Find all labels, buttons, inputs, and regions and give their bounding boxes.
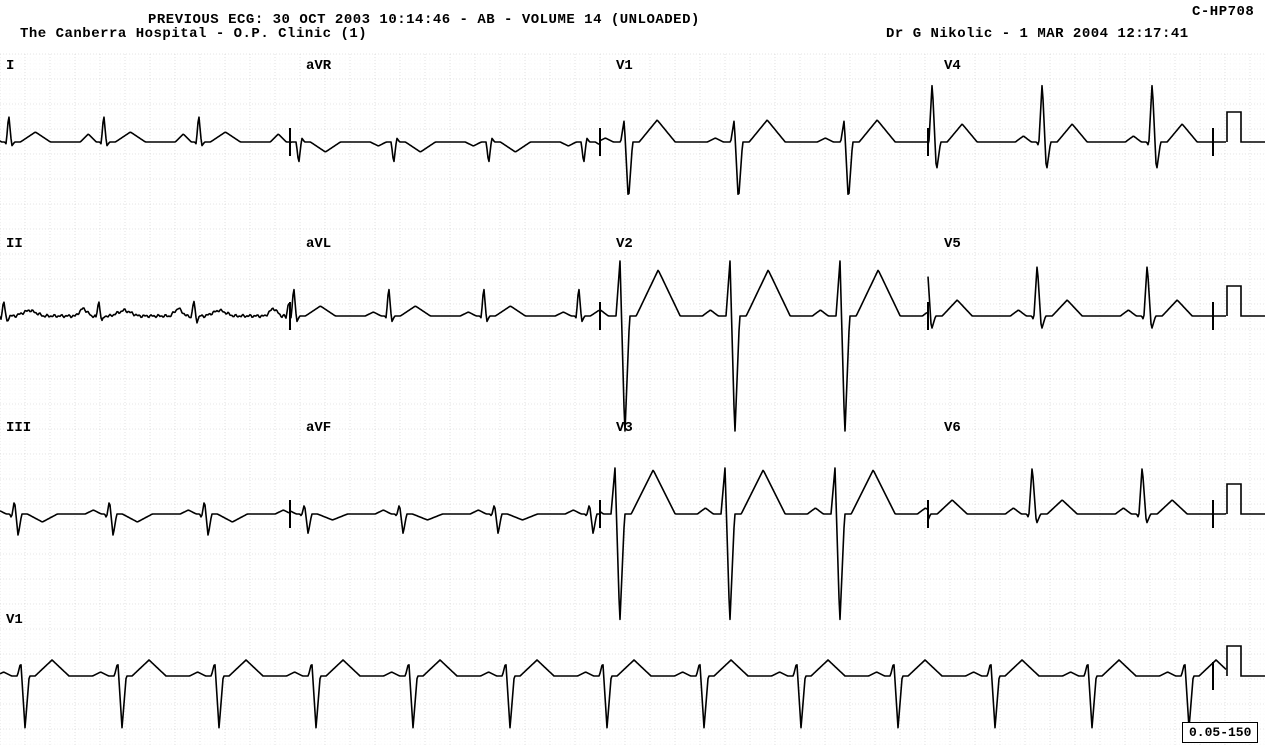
lead-label-v6: V6 [944,420,961,436]
lead-label-v4: V4 [944,58,961,74]
device-id: C-HP708 [1192,4,1254,20]
lead-label-ii: II [6,236,23,252]
doctor-timestamp: Dr G Nikolic - 1 MAR 2004 12:17:41 [886,26,1189,42]
lead-label-avf: aVF [306,420,331,436]
lead-label-i: I [6,58,14,74]
lead-label-iii: III [6,420,31,436]
lead-label-v3: V3 [616,420,633,436]
filter-range: 0.05-150 [1182,722,1258,743]
lead-label-v5: V5 [944,236,961,252]
lead-label-avl: aVL [306,236,331,252]
ecg-strip: C-HP708 PREVIOUS ECG: 30 OCT 2003 10:14:… [0,0,1265,747]
hospital-line: The Canberra Hospital - O.P. Clinic (1) [20,26,367,42]
lead-label-v2: V2 [616,236,633,252]
lead-label-v1: V1 [6,612,23,628]
lead-label-avr: aVR [306,58,331,74]
lead-label-v1: V1 [616,58,633,74]
ecg-traces [0,0,1265,747]
